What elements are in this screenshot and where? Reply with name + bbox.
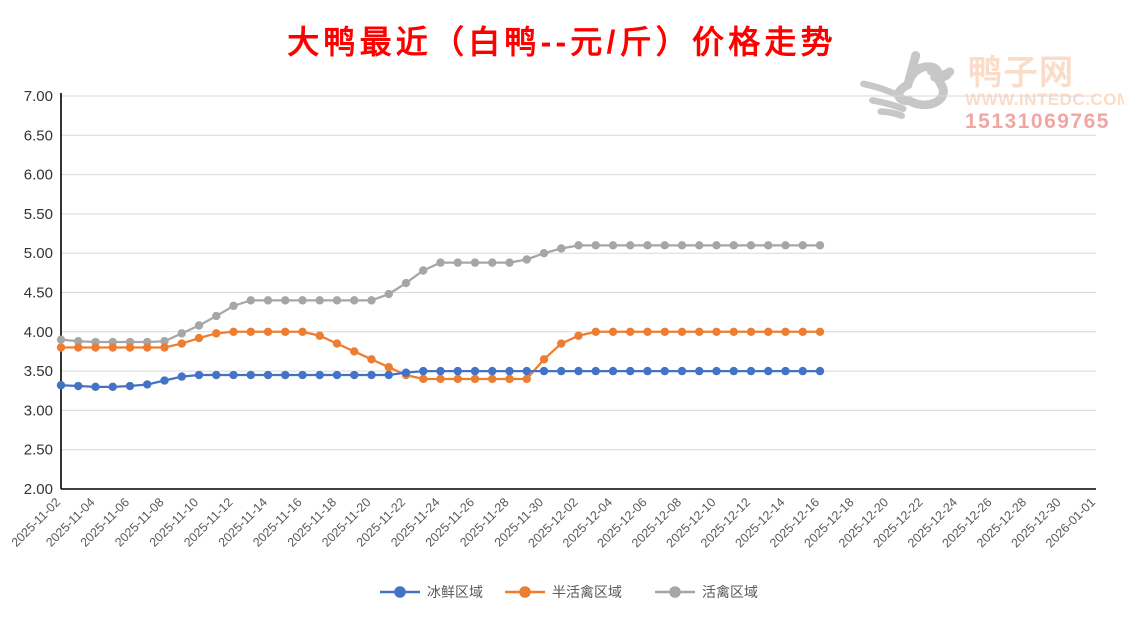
svg-text:15131069765: 15131069765: [965, 110, 1110, 133]
svg-text:4.50: 4.50: [24, 285, 53, 302]
svg-text:鸭子网: 鸭子网: [968, 54, 1075, 92]
svg-text:5.50: 5.50: [24, 206, 53, 223]
svg-text:6.50: 6.50: [24, 127, 53, 144]
svg-text:4.00: 4.00: [24, 324, 53, 341]
svg-text:7.00: 7.00: [24, 88, 53, 105]
svg-text:半活禽区域: 半活禽区域: [552, 584, 622, 600]
svg-text:3.50: 3.50: [24, 363, 53, 380]
svg-text:5.00: 5.00: [24, 245, 53, 262]
svg-text:大鸭最近（白鸭--元/斤）价格走势: 大鸭最近（白鸭--元/斤）价格走势: [287, 24, 837, 60]
svg-text:2.00: 2.00: [24, 481, 53, 498]
svg-text:3.00: 3.00: [24, 402, 53, 419]
svg-text:冰鲜区域: 冰鲜区域: [427, 584, 483, 600]
svg-text:2.50: 2.50: [24, 442, 53, 459]
svg-text:活禽区域: 活禽区域: [702, 584, 758, 600]
svg-text:WWW.INTEDC.COM: WWW.INTEDC.COM: [965, 90, 1124, 109]
svg-text:6.00: 6.00: [24, 167, 53, 184]
